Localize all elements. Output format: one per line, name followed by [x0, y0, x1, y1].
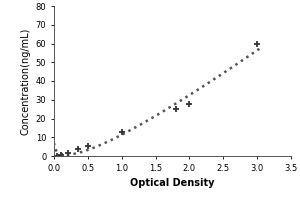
X-axis label: Optical Density: Optical Density: [130, 178, 215, 188]
Y-axis label: Concentration(ng/mL): Concentration(ng/mL): [20, 27, 30, 135]
